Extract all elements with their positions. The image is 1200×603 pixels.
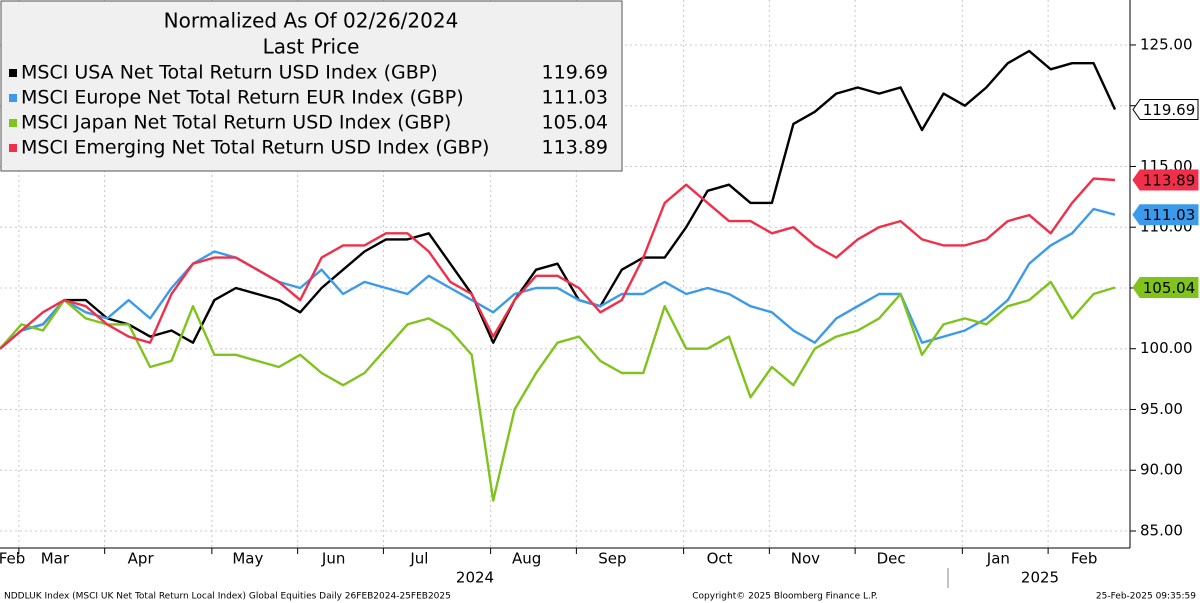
- price-tag: [1132, 169, 1199, 191]
- x-tick-label: Mar: [41, 550, 70, 568]
- x-tick-label: Jan: [986, 550, 1010, 568]
- x-tick-label: Feb: [1071, 550, 1098, 568]
- legend-label: MSCI Emerging Net Total Return USD Index…: [21, 137, 489, 159]
- x-tick-label: Aug: [512, 550, 541, 568]
- series-line: [0, 177, 1116, 350]
- x-tick-label: Jun: [321, 550, 345, 568]
- year-label: 2024: [456, 569, 494, 587]
- legend-value: 119.69: [542, 62, 608, 84]
- legend-title: Normalized As Of 02/26/2024: [164, 9, 459, 33]
- legend-swatch: [9, 144, 17, 152]
- x-tick-label: May: [232, 550, 263, 568]
- series-line: [0, 280, 1116, 502]
- x-tick-label: Apr: [128, 550, 155, 568]
- footer-right: 25-Feb-2025 09:35:59: [1096, 592, 1196, 602]
- x-tick-label: Oct: [707, 550, 733, 568]
- price-tag-label: 119.69: [1143, 101, 1196, 119]
- x-tick-label: Sep: [598, 550, 626, 568]
- legend-label: MSCI USA Net Total Return USD Index (GBP…: [21, 62, 438, 84]
- x-tick-label: Feb: [0, 550, 25, 568]
- legend-value: 111.03: [542, 87, 608, 109]
- legend-subtitle: Last Price: [263, 35, 360, 59]
- legend-label: MSCI Japan Net Total Return USD Index (G…: [21, 112, 451, 134]
- y-tick-label: 125.00: [1140, 35, 1193, 53]
- price-tag-label: 105.04: [1143, 279, 1196, 297]
- x-tick-label: Nov: [791, 550, 820, 568]
- series-line: [0, 49, 1117, 350]
- y-tick-label: 85.00: [1140, 521, 1183, 539]
- legend-swatch: [9, 94, 17, 102]
- x-tick-label: Dec: [877, 550, 906, 568]
- price-tag: [1132, 276, 1199, 298]
- legend-swatch: [9, 119, 17, 127]
- price-tag-label: 111.03: [1143, 206, 1196, 224]
- plot-area: [0, 49, 1117, 502]
- legend-swatch: [9, 69, 17, 77]
- x-tick-label: Jul: [409, 550, 428, 568]
- price-tag-label: 113.89: [1143, 171, 1196, 189]
- footer-left: NDDLUK Index (MSCI UK Net Total Return L…: [4, 592, 451, 602]
- y-tick-label: 90.00: [1140, 461, 1183, 479]
- legend: Normalized As Of 02/26/2024 Last Price M…: [0, 0, 623, 172]
- legend-label: MSCI Europe Net Total Return EUR Index (…: [21, 87, 464, 109]
- price-tag: [1132, 204, 1199, 226]
- legend-box: [0, 0, 623, 172]
- legend-value: 113.89: [542, 137, 608, 159]
- footer-center: Copyright© 2025 Bloomberg Finance L.P.: [692, 592, 877, 602]
- price-tag: [1132, 98, 1199, 120]
- y-tick-label: 95.00: [1140, 400, 1183, 418]
- y-tick-label: 100.00: [1140, 339, 1193, 357]
- series-line: [0, 207, 1116, 350]
- legend-value: 105.04: [542, 112, 608, 134]
- year-label: 2025: [1021, 569, 1059, 587]
